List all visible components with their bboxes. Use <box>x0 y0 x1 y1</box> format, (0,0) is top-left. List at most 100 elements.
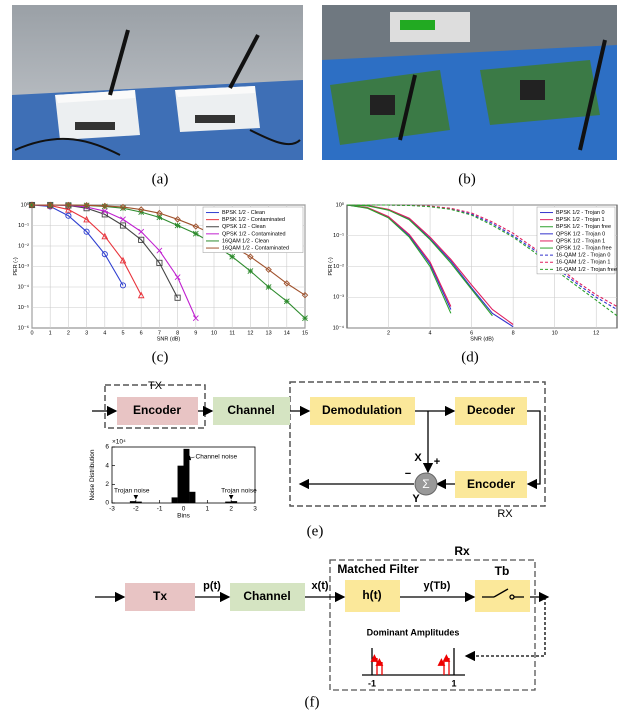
legend-label: QPSK 1/2 - Trojan free <box>556 246 612 252</box>
block-label: Channel <box>243 589 290 603</box>
x-tick-label: 0 <box>182 506 186 513</box>
x-tick-label: 2 <box>229 506 233 513</box>
inset-title: Dominant Amplitudes <box>367 627 460 637</box>
bar <box>225 502 231 503</box>
y-tick-label: 10⁻³ <box>333 295 344 301</box>
block-label: Tx <box>153 589 167 603</box>
sum-symbol: Σ <box>422 477 429 491</box>
tx-label: TX <box>148 380 163 392</box>
y-axis-label: Noise Distribution <box>89 449 96 500</box>
x-tick-label: 5 <box>121 330 124 336</box>
x-tick-label: 1 <box>49 330 52 336</box>
signal-label: Y <box>412 493 420 505</box>
panel-label: (d) <box>461 349 479 365</box>
sampler-label: Tb <box>495 564 510 578</box>
panel-label: (f) <box>305 694 320 710</box>
y-tick-label: 10⁻⁴ <box>333 324 345 331</box>
x-tick-label: -2 <box>133 506 139 513</box>
marker <box>175 223 180 228</box>
block-label: h(t) <box>362 588 381 602</box>
y-tick-label: 6 <box>105 444 109 451</box>
sign: − <box>405 468 411 480</box>
x-tick-label: 3 <box>253 506 257 513</box>
x-tick-label: 1 <box>206 506 210 513</box>
legend-label: 16QAM 1/2 - Clean <box>222 238 269 244</box>
annotation: Trojan noise <box>114 488 150 495</box>
panel-label: (c) <box>152 349 169 365</box>
y-tick-label: 10⁻² <box>18 243 29 249</box>
inset-tick: -1 <box>368 678 376 688</box>
y-axis-label: PER (-) <box>328 257 334 276</box>
y-tick-label: 10⁻² <box>333 264 344 270</box>
x-tick-label: 12 <box>247 330 253 336</box>
x-tick-label: 13 <box>266 330 272 336</box>
x-tick-label: 3 <box>85 330 88 336</box>
x-tick-label: 12 <box>593 330 599 336</box>
x-tick-label: 4 <box>103 330 106 336</box>
marker <box>230 254 235 259</box>
y-tick-label: 10⁰ <box>21 201 30 208</box>
panel-label: (b) <box>458 171 476 187</box>
x-axis-label: Bins <box>177 513 190 520</box>
bar <box>130 501 136 503</box>
bar <box>184 449 190 503</box>
y-scale-label: ×10⁴ <box>112 439 126 446</box>
x-axis-label: SNR (dB) <box>157 336 181 342</box>
annotation: Trojan noise <box>221 488 257 495</box>
legend-label: 16-QAM 1/2 - Trojan free <box>556 267 617 273</box>
x-tick-label: 11 <box>229 330 235 336</box>
marker <box>302 316 307 321</box>
figure: (a) (b) (c) (d) (e) (f) TX RX Encoder Ch… <box>0 0 625 713</box>
y-tick-label: 10⁻⁵ <box>18 304 29 311</box>
block-label: Encoder <box>467 477 515 491</box>
y-tick-label: 10⁻⁶ <box>18 324 29 331</box>
inset-tick: 1 <box>451 678 456 688</box>
signal-label: p(t) <box>203 580 221 592</box>
block-label: Decoder <box>467 403 515 417</box>
x-tick-label: 14 <box>284 330 290 336</box>
photo-a <box>12 5 303 160</box>
marker <box>248 268 253 273</box>
signal-label: X <box>414 452 422 464</box>
legend-label: QPSK 1/2 - Clean <box>222 224 266 230</box>
x-axis-label: SNR (dB) <box>470 336 494 342</box>
legend-label: BPSK 1/2 - Trojan 0 <box>556 210 605 216</box>
y-axis-label: PER (-) <box>13 257 19 276</box>
panel-label: (e) <box>307 523 324 539</box>
x-tick-label: 6 <box>140 330 143 336</box>
bar <box>136 502 142 503</box>
x-tick-label: 15 <box>302 330 308 336</box>
legend-label: QPSK 1/2 - Trojan 1 <box>556 238 605 244</box>
marker <box>284 299 289 304</box>
rx-label: RX <box>497 508 513 520</box>
x-tick-label: -1 <box>157 506 163 513</box>
sampler <box>475 580 530 612</box>
y-tick-label: 10⁻¹ <box>18 223 29 229</box>
x-tick-label: 4 <box>429 330 432 336</box>
signal-label: y(Tb) <box>424 580 451 592</box>
x-tick-label: 0 <box>30 330 33 336</box>
y-tick-label: 10⁻⁴ <box>18 283 30 290</box>
legend-label: BPSK 1/2 - Contaminated <box>222 217 285 223</box>
x-tick-label: -3 <box>109 506 115 513</box>
y-tick-label: 10⁻³ <box>18 264 29 270</box>
filter-label: Matched Filter <box>337 562 419 576</box>
panel-label: (a) <box>152 171 169 187</box>
bar <box>178 466 184 503</box>
block-label: Demodulation <box>322 403 402 417</box>
x-tick-label: 2 <box>67 330 70 336</box>
legend-label: BPSK 1/2 - Trojan 1 <box>556 217 605 223</box>
y-tick-label: 10⁻¹ <box>333 233 344 239</box>
marker <box>193 231 198 236</box>
bar <box>172 497 178 503</box>
rx-label: Rx <box>454 544 470 558</box>
y-tick-label: 4 <box>105 462 109 469</box>
annotation: Channel noise <box>196 454 238 461</box>
y-tick-label: 10⁰ <box>336 201 345 208</box>
y-tick-label: 2 <box>105 481 109 488</box>
legend-label: 16QAM 1/2 - Contaminated <box>222 246 289 252</box>
x-tick-label: 2 <box>387 330 390 336</box>
block-label: Channel <box>227 403 274 417</box>
legend-label: BPSK 1/2 - Trojan free <box>556 224 611 230</box>
x-tick-label: 10 <box>211 330 217 336</box>
